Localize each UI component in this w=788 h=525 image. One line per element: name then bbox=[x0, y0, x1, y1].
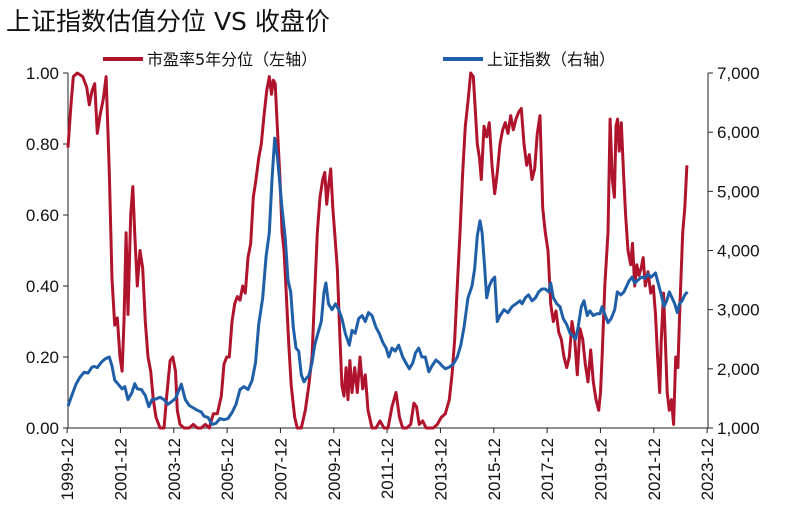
x-tick-label: 2015-12 bbox=[485, 438, 504, 500]
x-tick-label: 2007-12 bbox=[271, 438, 290, 500]
x-tick-label: 2011-12 bbox=[378, 438, 397, 499]
sse-index-line bbox=[66, 136, 689, 426]
right-tick-label: 1,000 bbox=[717, 419, 760, 438]
left-tick-label: 0.20 bbox=[26, 348, 59, 367]
right-tick-label: 4,000 bbox=[717, 242, 760, 261]
series-group bbox=[66, 71, 689, 430]
x-tick-label: 2003-12 bbox=[165, 438, 184, 500]
x-tick-label: 2005-12 bbox=[218, 438, 237, 500]
chart-title: 上证指数估值分位 VS 收盘价 bbox=[6, 7, 330, 36]
right-tick-label: 7,000 bbox=[717, 64, 760, 83]
left-tick-label: 0.80 bbox=[26, 135, 59, 154]
x-tick-label: 2017-12 bbox=[538, 438, 557, 500]
x-tick-label: 2019-12 bbox=[591, 438, 610, 500]
legend-label: 市盈率5年分位（左轴） bbox=[147, 50, 317, 69]
x-tick-label: 2001-12 bbox=[111, 438, 130, 500]
right-axis-ticks: 1,000 2,000 3,000 4,000 5,000 6,000 7,000 bbox=[708, 64, 760, 438]
left-tick-label: 1.00 bbox=[26, 64, 59, 83]
x-tick-label: 2023-12 bbox=[698, 438, 717, 500]
left-tick-label: 0.00 bbox=[26, 419, 59, 438]
left-tick-label: 0.60 bbox=[26, 206, 59, 225]
right-tick-label: 2,000 bbox=[717, 360, 760, 379]
right-tick-label: 6,000 bbox=[717, 123, 760, 142]
left-axis-ticks: 0.00 0.20 0.40 0.60 0.80 1.00 bbox=[26, 64, 68, 438]
left-tick-label: 0.40 bbox=[26, 277, 59, 296]
right-tick-label: 3,000 bbox=[717, 301, 760, 320]
right-tick-label: 5,000 bbox=[717, 182, 760, 201]
x-tick-label: 1999-12 bbox=[58, 438, 77, 500]
pe-percentile-line bbox=[66, 71, 689, 430]
axes bbox=[67, 73, 709, 429]
x-tick-label: 2009-12 bbox=[325, 438, 344, 500]
x-axis-ticks: 1999-12 2001-12 2003-12 2005-12 2007-12 2009-… bbox=[58, 428, 717, 500]
x-tick-label: 2013-12 bbox=[431, 438, 450, 500]
x-tick-label: 2021-12 bbox=[645, 438, 664, 500]
legend: 市盈率5年分位（左轴） 上证指数（右轴） bbox=[103, 50, 615, 69]
legend-label: 上证指数（右轴） bbox=[487, 50, 615, 69]
